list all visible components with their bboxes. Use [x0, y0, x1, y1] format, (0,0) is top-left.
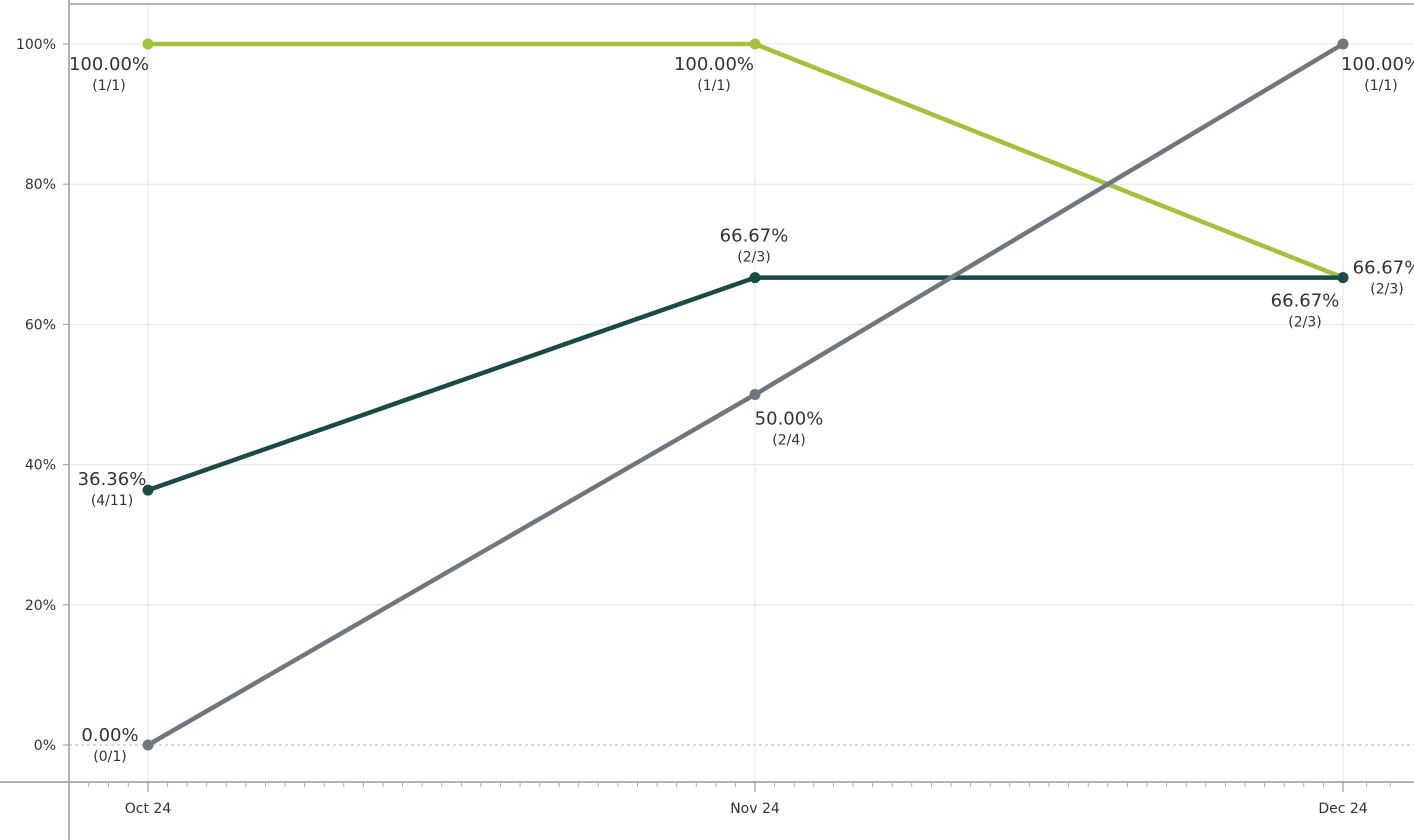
data-label-fraction: (1/1) — [697, 78, 730, 94]
data-label: 66.67% (2/3) — [1271, 291, 1340, 331]
data-label: 100.00% (1/1) — [674, 54, 754, 94]
y-tick-label: 80% — [25, 177, 56, 193]
x-tick-label: Nov 24 — [730, 801, 780, 817]
data-label-fraction: (1/1) — [1364, 78, 1397, 94]
series-line-2 — [145, 41, 1346, 748]
data-label-fraction: (2/3) — [737, 250, 770, 266]
data-label-value: 36.36% — [78, 469, 147, 490]
data-label-value: 100.00% — [69, 54, 149, 75]
data-label: 36.36% (4/11) — [78, 469, 147, 509]
data-label-value: 100.00% — [1341, 54, 1414, 75]
data-label-value: 66.67% — [1271, 291, 1340, 312]
data-label-value: 0.00% — [81, 725, 138, 746]
data-label: 66.67% (2/3) — [1353, 258, 1414, 298]
series-2-point[interactable] — [142, 739, 154, 751]
series-1-point[interactable] — [749, 272, 761, 284]
data-label: 100.00% (1/1) — [69, 54, 149, 94]
x-tick-label: Dec 24 — [1318, 801, 1367, 817]
data-label: 66.67% (2/3) — [720, 226, 789, 266]
x-tick-label: Oct 24 — [125, 801, 172, 817]
series-0-point[interactable] — [749, 38, 761, 50]
data-label-value: 66.67% — [1353, 258, 1414, 279]
data-label-value: 50.00% — [755, 409, 824, 430]
data-label-value: 100.00% — [674, 54, 754, 75]
series-2-point[interactable] — [749, 389, 761, 400]
data-label-fraction: (1/1) — [92, 78, 125, 94]
series-2-point[interactable] — [1337, 38, 1349, 50]
series-1-point[interactable] — [1337, 272, 1349, 284]
y-tick-label: 100% — [16, 37, 56, 53]
y-tick-label: 40% — [25, 458, 56, 474]
data-label-value: 66.67% — [720, 226, 789, 247]
series-line-1 — [145, 275, 1346, 493]
data-label-fraction: (2/4) — [772, 433, 805, 449]
series-1-point[interactable] — [142, 484, 154, 496]
data-label-fraction: (0/1) — [93, 749, 126, 765]
data-label: 0.00% (0/1) — [81, 725, 138, 765]
series-layer — [142, 38, 1349, 751]
data-label: 50.00% (2/4) — [755, 409, 824, 449]
data-label-fraction: (2/3) — [1288, 315, 1321, 331]
y-tick-label: 60% — [25, 317, 56, 333]
data-label: 100.00% (1/1) — [1341, 54, 1414, 94]
y-tick-label: 0% — [34, 738, 56, 754]
y-tick-label: 20% — [25, 598, 56, 614]
data-label-fraction: (4/11) — [91, 493, 133, 509]
data-label-fraction: (2/3) — [1370, 282, 1403, 298]
series-0-point[interactable] — [142, 38, 154, 50]
data-labels: 100.00% (1/1) 100.00% (1/1) 66.67% (2/3) 36.36… — [69, 54, 1414, 765]
